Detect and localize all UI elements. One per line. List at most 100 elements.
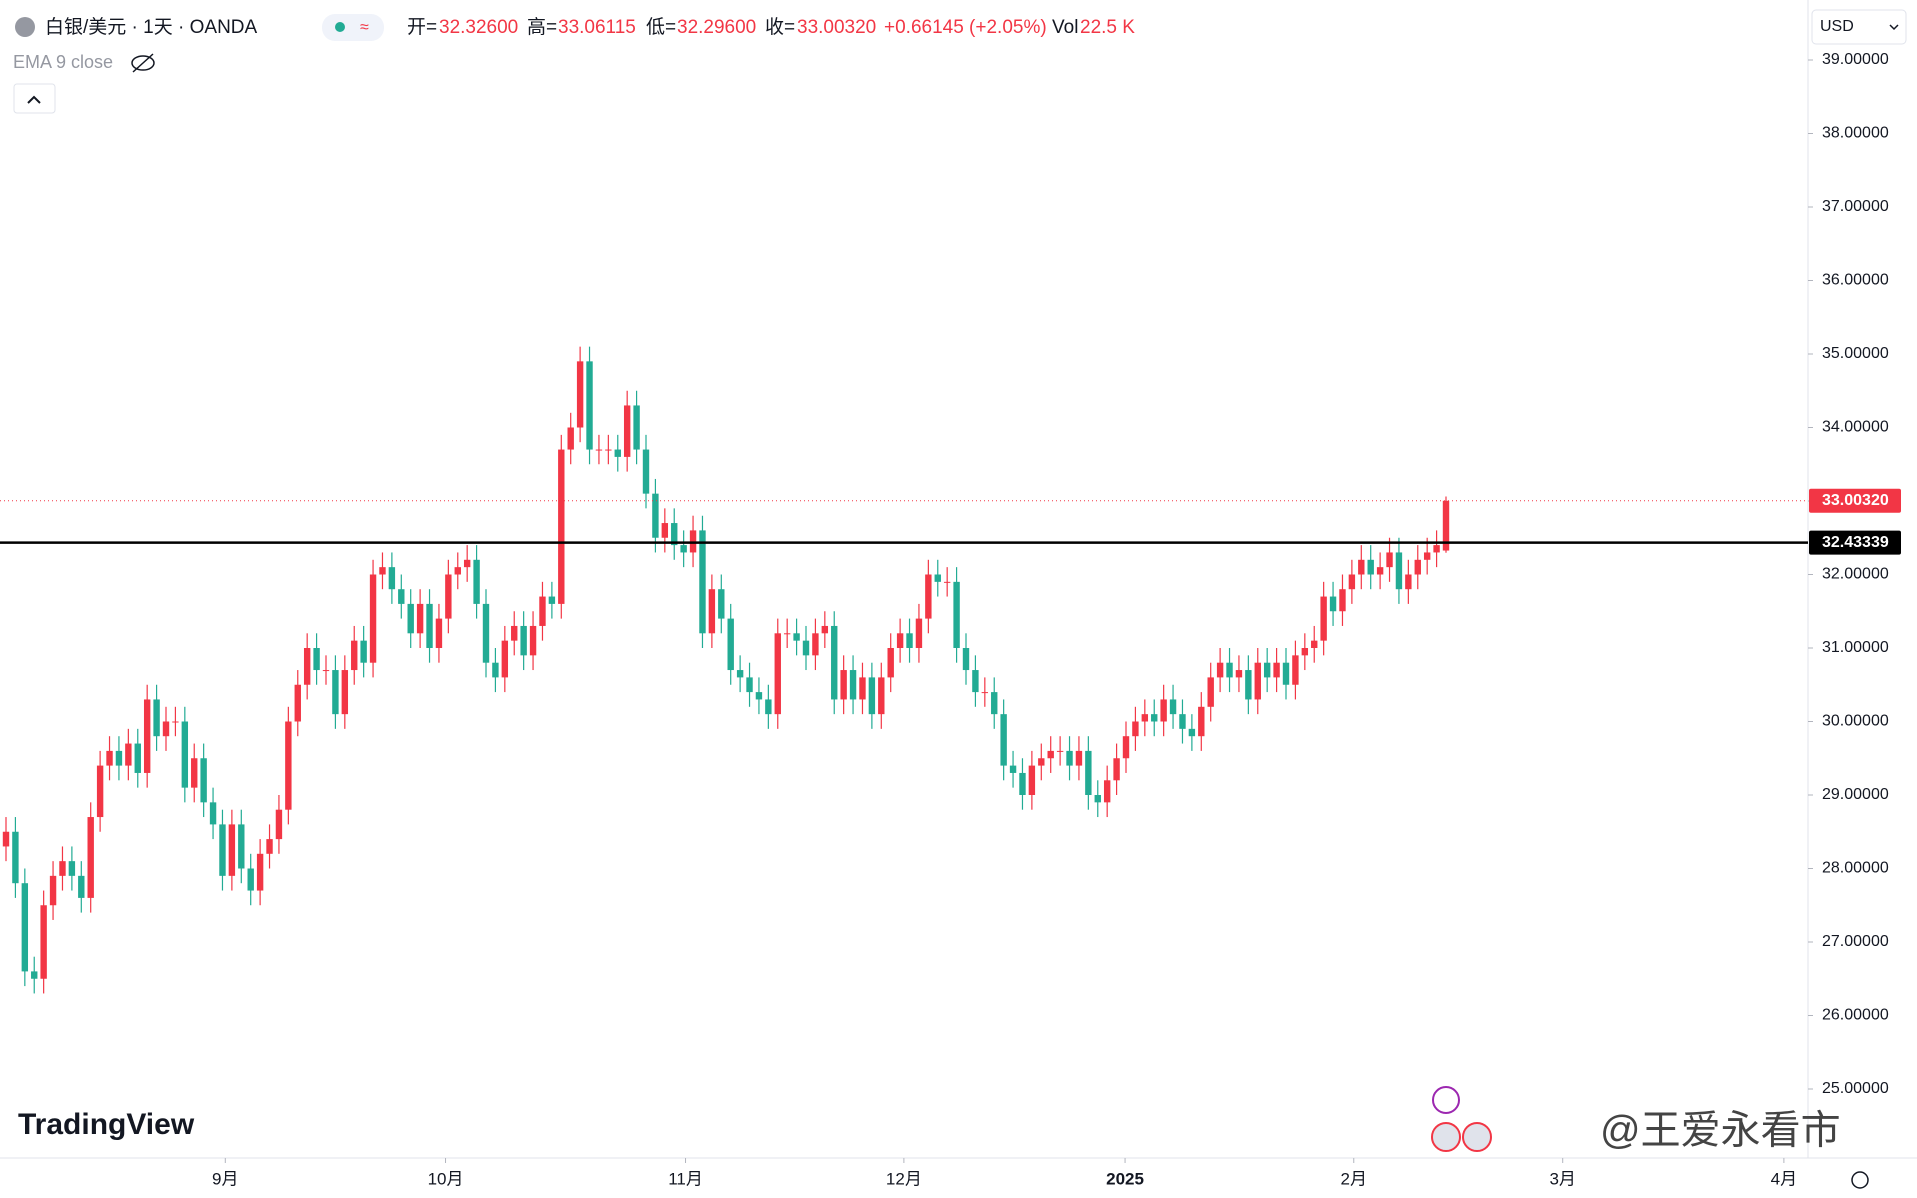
event-flag[interactable] <box>1431 1122 1461 1152</box>
y-tick-label: 26.00000 <box>1822 1007 1889 1024</box>
y-tick-label: 38.00000 <box>1822 125 1889 142</box>
candle-body <box>1320 596 1327 641</box>
candle-body <box>906 633 913 648</box>
y-tick-label: 37.00000 <box>1822 198 1889 215</box>
event-icon[interactable] <box>1432 1086 1460 1114</box>
candle-body <box>746 677 753 693</box>
candle-body <box>576 361 584 428</box>
candle-body <box>68 861 76 876</box>
candle-body <box>1245 670 1252 700</box>
high-label: 高= <box>527 16 557 38</box>
price-label: 33.00320 <box>1822 492 1889 509</box>
candle-body <box>1263 662 1271 678</box>
x-tick-label: 3月 <box>1549 1169 1575 1188</box>
candle-body <box>736 670 744 678</box>
candle-body <box>219 824 226 876</box>
candle-body <box>1188 728 1196 737</box>
price-label: 32.43339 <box>1822 534 1889 551</box>
candle-body <box>351 640 358 671</box>
candle-body <box>727 618 734 671</box>
x-tick-label: 2025 <box>1106 1169 1144 1188</box>
candle-body <box>1151 714 1158 722</box>
candle-body <box>1367 559 1374 575</box>
candle-body <box>294 684 301 722</box>
currency-button[interactable] <box>1811 9 1907 45</box>
candle-body <box>548 596 556 604</box>
candle-body <box>492 662 499 678</box>
candle-body <box>369 574 377 663</box>
candle-body <box>783 633 791 635</box>
hide-icon[interactable] <box>131 53 155 73</box>
candle-body <box>642 449 650 494</box>
candle-body <box>991 692 998 715</box>
y-tick-label: 34.00000 <box>1822 419 1889 436</box>
candle-body <box>407 603 414 634</box>
candle-body <box>482 603 490 663</box>
candle-body <box>1019 772 1026 795</box>
candle-body <box>821 625 829 634</box>
candle-body <box>708 589 716 634</box>
price-label-box <box>1809 530 1901 555</box>
candle-body <box>972 670 979 693</box>
candle-body <box>191 758 198 788</box>
candle-body <box>887 648 894 678</box>
candle-body <box>426 603 433 648</box>
candle-body <box>1198 706 1205 737</box>
candle-body <box>445 574 452 619</box>
candle-body <box>812 633 819 656</box>
candle-body <box>623 405 631 457</box>
candle-body <box>671 523 678 546</box>
settings-icon[interactable] <box>1851 1171 1869 1189</box>
candle-body <box>558 449 565 604</box>
candle-body <box>398 589 405 604</box>
candle-body <box>266 839 273 854</box>
vol-value: 22.5 K <box>1080 17 1135 38</box>
candle-body <box>1376 567 1384 575</box>
candle-body <box>529 625 537 656</box>
candle-body <box>1047 750 1054 759</box>
candle-body <box>134 743 141 773</box>
candle-body <box>1094 795 1101 803</box>
candle-body <box>209 802 217 825</box>
candle-body <box>454 567 461 575</box>
candle-body <box>981 692 989 694</box>
credit: @王爱永看市 <box>1600 1109 1841 1153</box>
event-flag[interactable] <box>1462 1122 1492 1152</box>
candle-body <box>1141 714 1149 722</box>
collapse-button[interactable] <box>13 83 56 114</box>
candle-body <box>1000 714 1007 766</box>
candle-body <box>31 971 38 979</box>
candle-body <box>1066 750 1073 766</box>
candle-body <box>12 831 19 884</box>
close-label: 收= <box>765 16 795 38</box>
candle-body <box>435 618 443 648</box>
candle-body <box>962 648 970 671</box>
candle-body <box>473 559 480 604</box>
status-badge <box>322 14 384 41</box>
close-value: 33.00320 <box>797 17 876 38</box>
candle-body <box>1113 758 1120 781</box>
change: +0.66145 (+2.05%) <box>884 17 1047 38</box>
open-label: 开= <box>407 17 437 38</box>
candle-body <box>633 405 640 450</box>
candle-body <box>106 750 113 766</box>
candle-body <box>831 625 838 700</box>
candle-body <box>1405 574 1412 590</box>
y-tick-label: 36.00000 <box>1822 272 1889 289</box>
candle-body <box>256 853 264 891</box>
candle-body <box>793 633 800 641</box>
candle-body <box>40 905 47 979</box>
candle-body <box>1103 780 1111 803</box>
candle-body <box>360 640 367 663</box>
x-tick-label: 10月 <box>428 1169 464 1188</box>
candle-body <box>840 670 847 700</box>
candle-body <box>539 596 546 626</box>
candle-body <box>1028 765 1036 795</box>
candle-body <box>1056 750 1064 752</box>
candle-body <box>605 449 612 451</box>
high-value: 33.06115 <box>558 17 636 38</box>
candle-body <box>1339 589 1346 612</box>
candle-body <box>567 427 574 450</box>
candle-body <box>859 677 866 700</box>
